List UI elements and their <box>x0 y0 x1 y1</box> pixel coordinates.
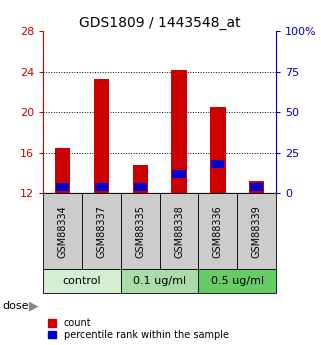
Bar <box>237 193 276 269</box>
Title: GDS1809 / 1443548_at: GDS1809 / 1443548_at <box>79 16 240 30</box>
Text: GSM88338: GSM88338 <box>174 205 184 257</box>
Bar <box>250 183 263 191</box>
Bar <box>198 193 237 269</box>
Text: control: control <box>63 276 101 286</box>
Text: GSM88339: GSM88339 <box>252 205 262 257</box>
Bar <box>43 269 121 293</box>
Bar <box>134 183 147 191</box>
Bar <box>121 193 160 269</box>
Bar <box>133 165 148 193</box>
Bar <box>95 183 108 191</box>
Bar <box>249 181 265 193</box>
Bar <box>55 148 71 193</box>
Legend: count, percentile rank within the sample: count, percentile rank within the sample <box>48 318 229 340</box>
Bar <box>43 193 82 269</box>
Text: 0.5 ug/ml: 0.5 ug/ml <box>211 276 264 286</box>
Text: GSM88335: GSM88335 <box>135 205 145 258</box>
Bar <box>82 193 121 269</box>
Bar <box>211 160 224 168</box>
Text: ▶: ▶ <box>30 300 39 313</box>
Bar <box>94 79 109 193</box>
Text: 0.1 ug/ml: 0.1 ug/ml <box>133 276 186 286</box>
Bar <box>171 70 187 193</box>
Bar <box>172 170 186 178</box>
Text: GSM88334: GSM88334 <box>58 205 68 257</box>
Text: GSM88336: GSM88336 <box>213 205 223 257</box>
Bar <box>56 183 69 191</box>
Bar <box>121 269 198 293</box>
Text: dose: dose <box>2 301 29 311</box>
Bar <box>198 269 276 293</box>
Bar <box>210 107 226 193</box>
Bar <box>160 193 198 269</box>
Text: GSM88337: GSM88337 <box>97 205 107 258</box>
